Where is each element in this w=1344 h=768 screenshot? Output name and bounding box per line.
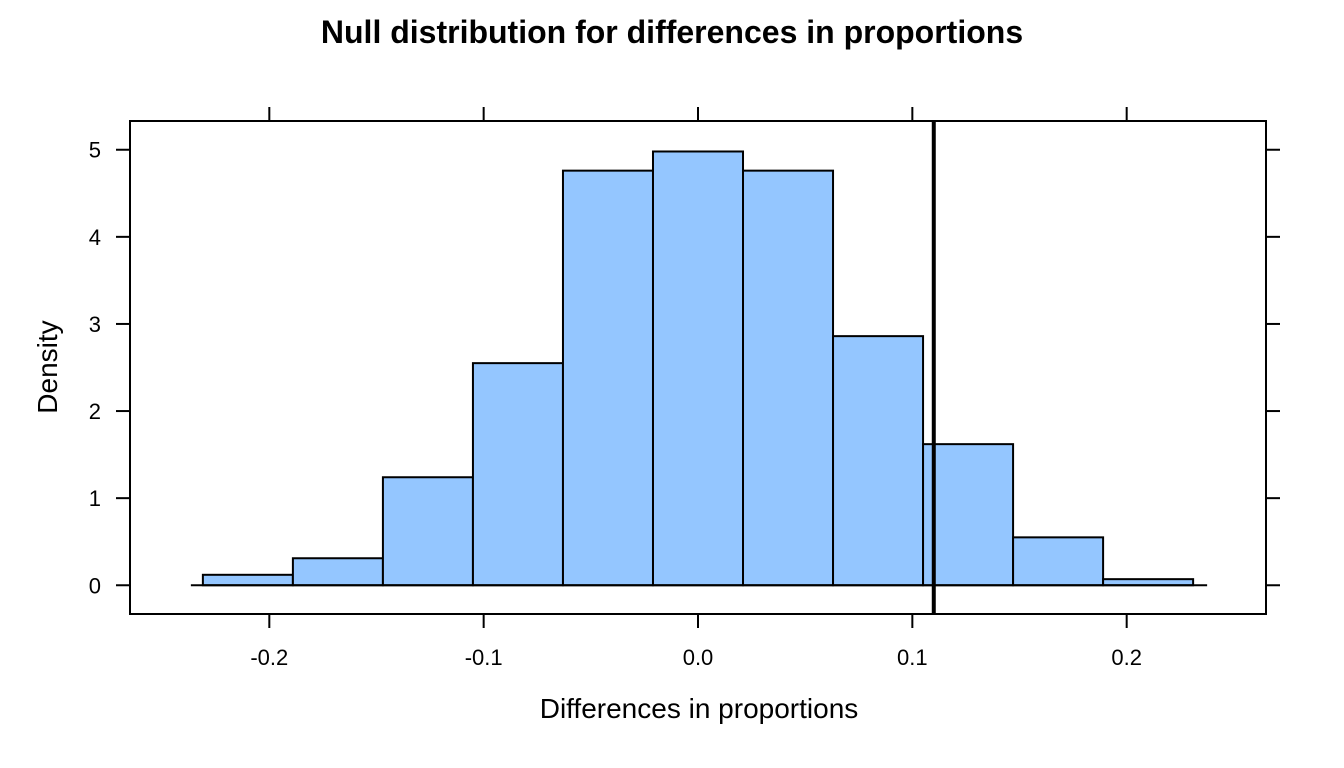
histogram-bar-1	[201, 573, 294, 587]
histogram-bar-4	[471, 362, 564, 587]
x-axis-ticks: -0.2 -0.1 0.0 0.1 0.2	[250, 107, 1142, 670]
x-tick-label: 0.0	[683, 645, 714, 670]
x-tick-label: -0.2	[250, 645, 288, 670]
y-tick-label: 5	[89, 138, 101, 163]
x-tick-label: -0.1	[465, 645, 503, 670]
histogram-bar-9	[922, 443, 1015, 587]
x-axis-label: Differences in proportions	[540, 693, 859, 724]
histogram-bar-2	[291, 557, 384, 587]
chart-title: Null distribution for differences in pro…	[321, 14, 1023, 50]
y-axis-ticks: 0 1 2 3 4 5	[89, 138, 1280, 598]
histogram-bar-6	[651, 150, 745, 587]
histogram-bar-7	[742, 169, 835, 587]
y-tick-label: 3	[89, 312, 101, 337]
y-axis-label: Density	[32, 320, 63, 413]
histogram-bars	[201, 150, 1195, 587]
histogram-bar-8	[832, 335, 925, 587]
x-tick-label: 0.1	[897, 645, 928, 670]
y-tick-label: 1	[89, 486, 101, 511]
histogram-bar-3	[381, 476, 474, 587]
y-tick-label: 0	[89, 573, 101, 598]
histogram-bar-10	[1012, 536, 1105, 587]
x-tick-label: 0.2	[1111, 645, 1142, 670]
histogram-bar-5	[561, 169, 654, 587]
y-tick-label: 4	[89, 225, 101, 250]
y-tick-label: 2	[89, 399, 101, 424]
